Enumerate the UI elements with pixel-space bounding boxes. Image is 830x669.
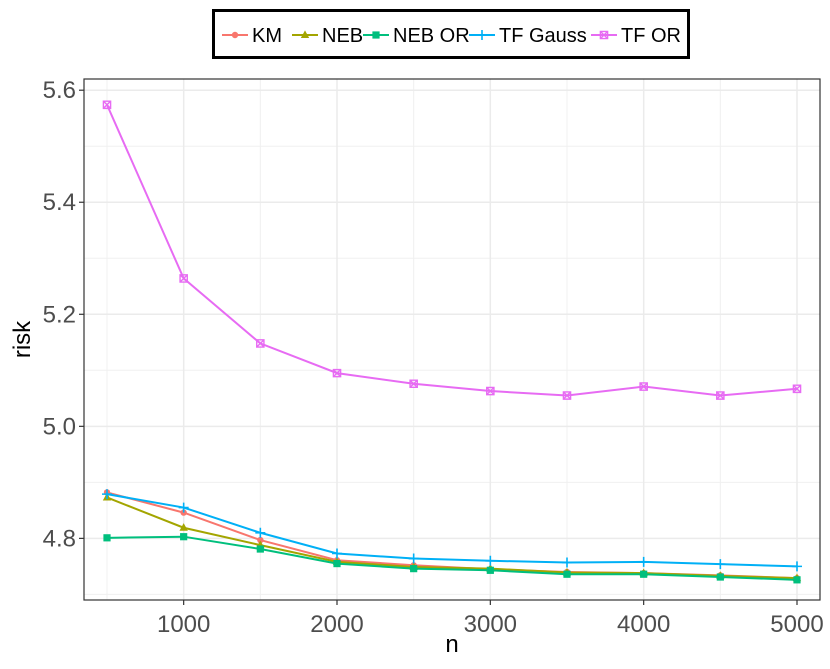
series-tf-gauss (102, 489, 802, 572)
legend: KM NEB NEB OR TF Gauss TF OR (212, 9, 690, 59)
legend-key-marker (372, 31, 380, 39)
legend-label: TF Gauss (499, 25, 587, 47)
data-point (257, 536, 264, 544)
plot-panel-border (83, 78, 821, 601)
series-tf-or (102, 100, 802, 400)
data-point (256, 339, 265, 348)
x-tick-label: 4000 (617, 611, 670, 638)
data-point (332, 548, 342, 559)
data-point (178, 502, 189, 513)
data-point (562, 391, 572, 400)
data-point (792, 561, 802, 572)
legend-item: TF OR (591, 25, 681, 47)
legend-key-marker (300, 30, 310, 38)
data-point (716, 391, 725, 400)
y-axis: 4.8 5.0 5.2 5.4 5.6 (43, 77, 84, 552)
series-neb (102, 492, 802, 582)
data-point (716, 573, 724, 581)
legend-item: TF Gauss (469, 25, 587, 47)
data-point (333, 559, 341, 568)
data-point (102, 100, 112, 110)
data-point (486, 566, 494, 574)
legend-label: TF OR (621, 25, 681, 47)
series-layer (102, 100, 802, 584)
y-tick-label: 5.2 (43, 301, 76, 328)
data-point (180, 509, 187, 516)
legend-label: NEB (322, 25, 363, 47)
data-point (408, 553, 419, 564)
legend-key-marker (599, 30, 609, 40)
legend-item: KM (222, 25, 282, 47)
data-point (256, 545, 264, 553)
data-point (410, 565, 418, 573)
grid (84, 79, 820, 600)
legend-item: NEB OR (363, 25, 470, 47)
data-point (180, 533, 188, 541)
series-line (106, 104, 798, 397)
data-point (255, 527, 266, 538)
series-neb-or (103, 533, 801, 584)
data-point (715, 559, 726, 570)
x-axis: 1000 2000 3000 4000 5000 (157, 600, 824, 638)
y-tick-label: 5.4 (43, 189, 76, 216)
data-point (103, 534, 111, 542)
legend-key-marker (231, 31, 239, 39)
data-point (639, 382, 648, 391)
legend-label: KM (252, 25, 282, 47)
x-tick-label: 1000 (157, 611, 210, 638)
y-tick-label: 5.6 (43, 77, 76, 104)
y-tick-label: 5.0 (43, 413, 76, 440)
data-point (640, 570, 648, 578)
data-point (102, 489, 112, 500)
series-line (106, 493, 798, 568)
x-tick-label: 3000 (464, 611, 517, 638)
legend-label: NEB OR (393, 25, 470, 47)
x-tick-label: 2000 (310, 611, 363, 638)
data-point (486, 386, 495, 396)
data-point (179, 274, 188, 283)
data-point (793, 576, 801, 584)
x-tick-label: 5000 (770, 611, 823, 638)
series-line (106, 496, 798, 580)
data-point (638, 556, 649, 567)
legend-key-marker (477, 30, 487, 40)
data-point (409, 379, 418, 389)
series-line (106, 491, 798, 580)
data-point (792, 384, 802, 394)
data-point (179, 523, 188, 531)
data-point (485, 555, 496, 566)
data-point (332, 368, 342, 378)
series-line (106, 535, 798, 581)
y-axis-title: risk (9, 320, 36, 358)
data-point (563, 570, 571, 578)
y-tick-label: 4.8 (43, 525, 76, 552)
data-point (562, 557, 572, 568)
x-axis-title: n (445, 631, 458, 658)
legend-item: NEB (292, 25, 363, 47)
